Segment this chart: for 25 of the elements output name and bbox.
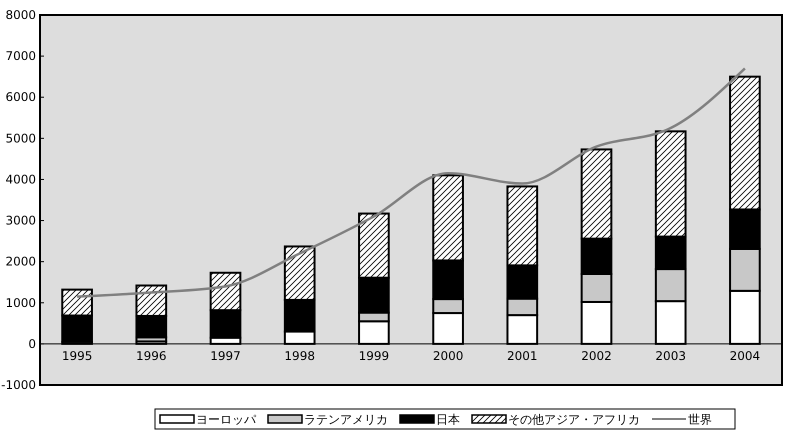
x-tick-label: 2000 (432, 348, 464, 363)
x-tick-label: 1998 (284, 348, 315, 363)
y-tick-label: 0 (28, 336, 36, 351)
x-tick-label: 2004 (730, 348, 760, 363)
legend-label: その他アジア・アフリカ (508, 412, 640, 426)
y-tick-label: 7000 (5, 49, 36, 64)
x-tick-label: 1999 (358, 348, 390, 363)
y-tick-label: 2000 (5, 254, 36, 269)
x-tick-label: 2003 (655, 348, 686, 363)
y-tick-label: 6000 (5, 90, 36, 104)
legend-label: 世界 (688, 412, 712, 426)
x-tick-label: 1995 (62, 348, 92, 363)
x-tick-label: 2001 (507, 348, 538, 363)
y-tick-label: 3000 (5, 214, 36, 228)
y-tick-label: 4000 (5, 172, 36, 186)
legend-label: 日本 (436, 412, 460, 426)
legend-label: ラテンアメリカ (304, 412, 388, 426)
y-tick-label: 8000 (5, 8, 36, 22)
y-tick-label: -1000 (1, 378, 36, 392)
legend-label: ヨーロッパ (196, 412, 257, 426)
x-tick-label: 1996 (136, 348, 167, 363)
x-tick-label: 2002 (581, 348, 612, 363)
x-tick-label: 1997 (210, 348, 241, 363)
y-tick-label: 5000 (5, 131, 36, 146)
y-tick-label: 1000 (5, 296, 36, 310)
